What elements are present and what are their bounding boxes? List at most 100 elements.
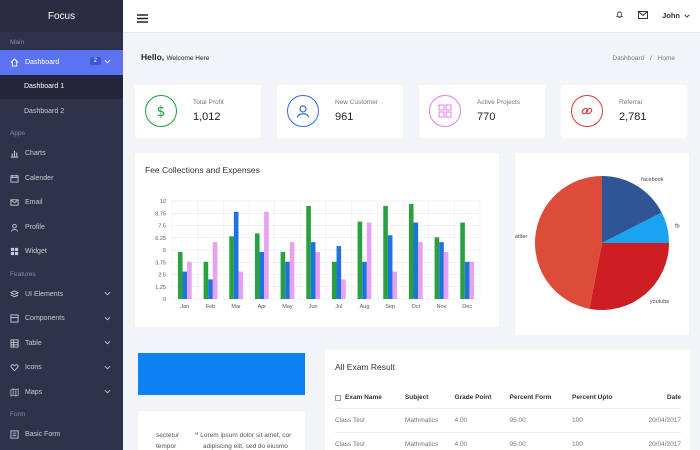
- table-cell: 100: [572, 432, 633, 450]
- exam-result-card: All Exam Result Exam Name Subject Grade …: [325, 350, 690, 450]
- breadcrumb-dashboard[interactable]: Dashboard: [612, 55, 645, 62]
- brand-logo[interactable]: Focus: [0, 0, 123, 32]
- user-icon: [10, 223, 19, 232]
- bar: [212, 242, 218, 299]
- column-header[interactable]: Percent Upto: [572, 388, 633, 409]
- quote-icon: “: [195, 432, 199, 439]
- table-cell: Class Test: [335, 432, 405, 450]
- y-tick-label: 6.25: [155, 236, 166, 242]
- home-icon: [10, 58, 19, 67]
- column-header[interactable]: Percent Form: [509, 388, 573, 409]
- mail-icon[interactable]: [638, 10, 649, 21]
- greeting: Hello, Welcome Here: [141, 52, 209, 62]
- bar: [285, 261, 290, 299]
- bar: [182, 271, 188, 299]
- calendar-icon: [10, 174, 19, 183]
- column-header[interactable]: Grade Point: [454, 388, 510, 409]
- bar: [439, 242, 444, 299]
- chevron-down-icon: [104, 59, 111, 66]
- section-label-main: Main: [10, 38, 25, 46]
- x-tick-label: May: [282, 304, 293, 310]
- column-header[interactable]: Subject: [404, 388, 455, 409]
- stat-value: 1,012: [193, 111, 221, 123]
- bar: [434, 237, 440, 299]
- bell-icon[interactable]: [615, 10, 624, 21]
- testimonial-line: Lorem ipsum dolor sit amet, cor: [200, 432, 292, 439]
- bar: [460, 222, 465, 299]
- sidebar-item-ui-elements[interactable]: UI Elements: [0, 282, 123, 307]
- testimonial-line: adipiscing elit, sed do eiusmo: [203, 443, 288, 450]
- pie-label: fb: [675, 223, 680, 229]
- pie-label: youtube: [650, 299, 670, 305]
- table-cell: 95.00: [509, 408, 573, 433]
- bar: [469, 261, 475, 299]
- sidebar-item-widget[interactable]: Widget: [0, 240, 123, 265]
- bar: [233, 211, 239, 299]
- y-tick-label: 1.25: [155, 285, 166, 291]
- exam-table: Exam Name Subject Grade Point Percent Fo…: [335, 388, 681, 450]
- column-header[interactable]: Exam Name: [335, 388, 405, 409]
- bar: [254, 233, 260, 299]
- x-tick-label: Sep: [385, 304, 395, 310]
- x-tick-label: Dec: [462, 304, 472, 310]
- stat-card-active-projects: Active Projects 770: [419, 85, 545, 138]
- hamburger-menu-icon[interactable]: [137, 10, 148, 28]
- bar: [464, 261, 470, 299]
- section-label-features: Features: [10, 270, 36, 278]
- sidebar-item-profile[interactable]: Profile: [0, 215, 123, 240]
- sidebar-item-label: Components: [25, 315, 65, 323]
- sidebar-item-label: Profile: [25, 223, 45, 231]
- stat-card-new-customer: New Customer 961: [277, 85, 403, 138]
- sidebar-item-basic-form[interactable]: Basic Form: [0, 423, 123, 448]
- layers-icon: [10, 290, 19, 299]
- user-name: John: [662, 11, 680, 20]
- map-icon: [10, 388, 19, 397]
- x-tick-label: Feb: [206, 304, 215, 310]
- table-row[interactable]: Class Test Mathmatics 4.00 95.00 100 20/…: [335, 408, 681, 433]
- table-cell: Class Test: [335, 408, 405, 433]
- table-cell: 20/04/2017: [632, 408, 681, 433]
- chevron-down-icon: [684, 11, 690, 20]
- bar: [306, 205, 311, 299]
- sidebar-item-charts[interactable]: Charts: [0, 142, 123, 167]
- stat-label: New Customer: [335, 99, 378, 106]
- sidebar-item-label: Charts: [25, 150, 46, 158]
- table-cell: 4.00: [454, 432, 510, 450]
- sidebar-item-label: Calender: [25, 174, 54, 182]
- sidebar-item-maps[interactable]: Maps: [0, 380, 123, 405]
- pie-chart-card: facebook fb youtube twitter: [515, 153, 689, 335]
- bar: [280, 251, 286, 299]
- checkbox[interactable]: [335, 394, 341, 401]
- bar: [310, 242, 316, 299]
- column-header[interactable]: Date: [632, 388, 681, 409]
- bar: [259, 251, 265, 299]
- bar: [383, 205, 388, 299]
- sidebar-item-email[interactable]: Email: [0, 191, 123, 216]
- bar: [341, 279, 346, 299]
- table-cell: Mathmatics: [404, 408, 455, 433]
- sidebar-item-label: Table: [25, 339, 42, 347]
- sidebar-item-dashboard[interactable]: Dashboard 2: [0, 50, 123, 75]
- bar: [208, 279, 213, 299]
- sidebar-item-calender[interactable]: Calender: [0, 166, 123, 191]
- bar: [229, 236, 234, 299]
- sidebar-subitem-dashboard-2[interactable]: Dashboard 2: [24, 107, 65, 115]
- sidebar-item-components[interactable]: Components: [0, 307, 123, 332]
- user-menu[interactable]: John: [662, 11, 690, 20]
- pie-slice: [589, 243, 669, 310]
- sidebar-subitem-dashboard-1[interactable]: Dashboard 1: [0, 74, 123, 99]
- chart-title: Fee Collections and Expenses: [145, 165, 260, 175]
- stat-card-referral: Referral 2,781: [561, 85, 687, 138]
- topbar: John: [123, 0, 700, 33]
- y-tick-label: 3.75: [155, 260, 166, 266]
- table-row[interactable]: Class Test Mathmatics 4.00 95.00 100 20/…: [335, 432, 681, 450]
- sidebar-item-label: Widget: [25, 248, 47, 256]
- sidebar-item-icons[interactable]: Icons: [0, 356, 123, 381]
- x-tick-label: Jun: [309, 304, 318, 310]
- x-tick-label: Oct: [412, 304, 421, 310]
- greeting-hello: Hello,: [141, 52, 165, 62]
- bar: [177, 251, 183, 299]
- x-tick-label: Jul: [335, 304, 342, 310]
- pie-slice: [602, 212, 669, 243]
- sidebar-item-table[interactable]: Table: [0, 331, 123, 356]
